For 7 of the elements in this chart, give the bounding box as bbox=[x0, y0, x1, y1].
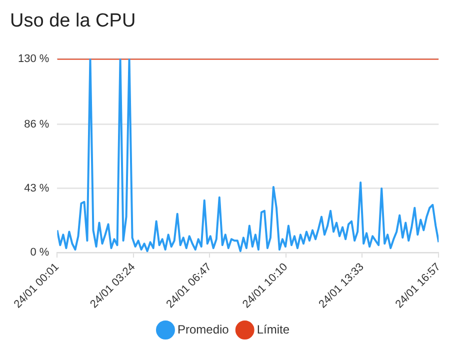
y-tick-label: 86 % bbox=[24, 118, 50, 130]
legend-label: Promedio bbox=[177, 322, 230, 336]
y-tick-label: 130 % bbox=[18, 52, 50, 65]
y-tick-label: 0 % bbox=[30, 246, 50, 259]
legend-label: Límite bbox=[256, 322, 290, 336]
y-tick-label: 43 % bbox=[24, 182, 50, 195]
chart-title: Uso de la CPU bbox=[10, 10, 136, 32]
